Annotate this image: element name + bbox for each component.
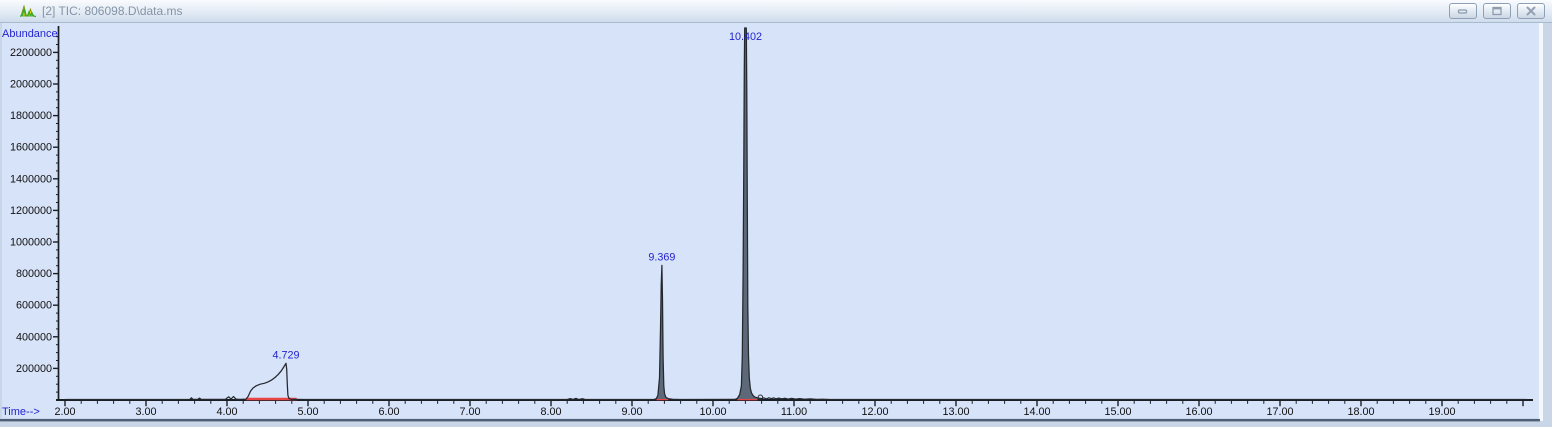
x-tick-label: 5.00 xyxy=(297,406,318,418)
x-axis-title: Time--> xyxy=(2,406,40,418)
close-icon xyxy=(1526,6,1536,16)
x-tick-label: 17.00 xyxy=(1266,406,1293,418)
axis-titles: Abundance Time--> xyxy=(2,28,58,418)
peak-retention-labels: 4.729 9.369 10.402 xyxy=(273,31,763,361)
x-tick-label: 11.00 xyxy=(781,406,807,418)
x-tick-label: 9.00 xyxy=(621,406,642,418)
minimize-icon xyxy=(1457,8,1468,14)
restore-icon xyxy=(1492,6,1502,16)
tic-trace xyxy=(65,27,1527,401)
client-inner-border xyxy=(1539,23,1543,421)
integration-end-marker xyxy=(757,394,764,400)
y-axis-tick-labels: 200000 400000 600000 800000 1000000 1200000 14… xyxy=(10,47,52,375)
close-button[interactable] xyxy=(1517,3,1545,19)
x-tick-label: 19.00 xyxy=(1428,406,1455,418)
x-tick-label: 3.00 xyxy=(135,406,156,418)
y-tick-label: 800000 xyxy=(16,268,52,280)
window-bottom-edge xyxy=(0,419,1540,422)
peak-label: 9.369 xyxy=(648,251,675,263)
y-tick-label: 2000000 xyxy=(10,79,52,91)
x-tick-label: 15.00 xyxy=(1104,406,1131,418)
y-tick-label: 1200000 xyxy=(10,205,52,217)
chromatogram-app-icon xyxy=(20,4,36,18)
x-tick-label: 2.00 xyxy=(54,406,75,418)
x-tick-label: 6.00 xyxy=(378,406,399,418)
y-axis-title: Abundance xyxy=(2,28,58,40)
x-tick-label: 18.00 xyxy=(1347,406,1374,418)
restore-button[interactable] xyxy=(1483,3,1511,19)
y-tick-label: 600000 xyxy=(16,300,52,312)
titlebar[interactable]: [2] TIC: 806098.D\data.ms xyxy=(0,0,1552,23)
y-tick-label: 1600000 xyxy=(10,142,52,154)
window-title: [2] TIC: 806098.D\data.ms xyxy=(42,4,183,18)
y-tick-label: 1000000 xyxy=(10,237,52,249)
plot-background xyxy=(2,23,1539,418)
x-tick-label: 16.00 xyxy=(1185,406,1212,418)
x-axis-tick-labels: 2.00 3.00 4.00 5.00 6.00 7.00 8.00 9.00 10.00 11.… xyxy=(54,406,1455,418)
y-tick-label: 1800000 xyxy=(10,110,52,122)
y-tick-label: 2200000 xyxy=(10,47,52,59)
x-tick-label: 10.00 xyxy=(699,406,726,418)
y-tick-label: 200000 xyxy=(16,363,52,375)
minimize-button[interactable] xyxy=(1449,3,1477,19)
peak-label: 10.402 xyxy=(729,31,762,43)
y-tick-label: 1400000 xyxy=(10,173,52,185)
x-tick-label: 7.00 xyxy=(459,406,480,418)
x-tick-label: 14.00 xyxy=(1023,406,1050,418)
x-tick-label: 8.00 xyxy=(540,406,561,418)
x-tick-label: 4.00 xyxy=(216,406,237,418)
x-tick-label: 13.00 xyxy=(942,406,969,418)
x-tick-label: 12.00 xyxy=(861,406,888,418)
window-controls xyxy=(1449,3,1545,19)
peak-label: 4.729 xyxy=(273,349,300,361)
y-tick-label: 400000 xyxy=(16,331,52,343)
